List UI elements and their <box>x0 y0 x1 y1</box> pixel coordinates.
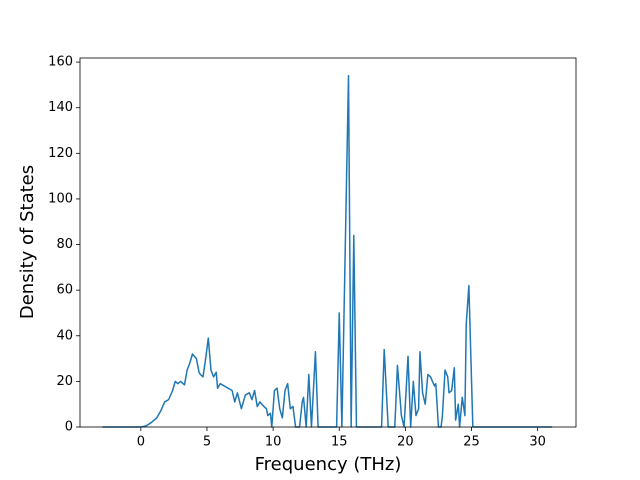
x-tick-label: 30 <box>529 435 546 450</box>
x-tick-label: 0 <box>137 435 145 450</box>
y-tick-label: 80 <box>56 237 73 252</box>
x-axis-label: Frequency (THz) <box>255 454 402 475</box>
x-tick-label: 15 <box>331 435 348 450</box>
y-tick-label: 160 <box>48 55 73 70</box>
y-tick-label: 0 <box>65 420 73 435</box>
y-axis-label: Density of States <box>17 165 38 319</box>
y-tick-label: 60 <box>56 283 73 298</box>
y-tick-label: 120 <box>48 146 73 161</box>
y-tick-label: 140 <box>48 100 73 115</box>
y-tick-label: 100 <box>48 191 73 206</box>
x-tick-label: 20 <box>397 435 414 450</box>
x-tick-label: 10 <box>265 435 282 450</box>
x-tick-label: 25 <box>463 435 480 450</box>
y-tick-label: 20 <box>56 374 73 389</box>
line-series <box>102 75 553 428</box>
x-tick-label: 5 <box>203 435 211 450</box>
plot-frame <box>79 57 577 428</box>
y-tick-label: 40 <box>56 328 73 343</box>
